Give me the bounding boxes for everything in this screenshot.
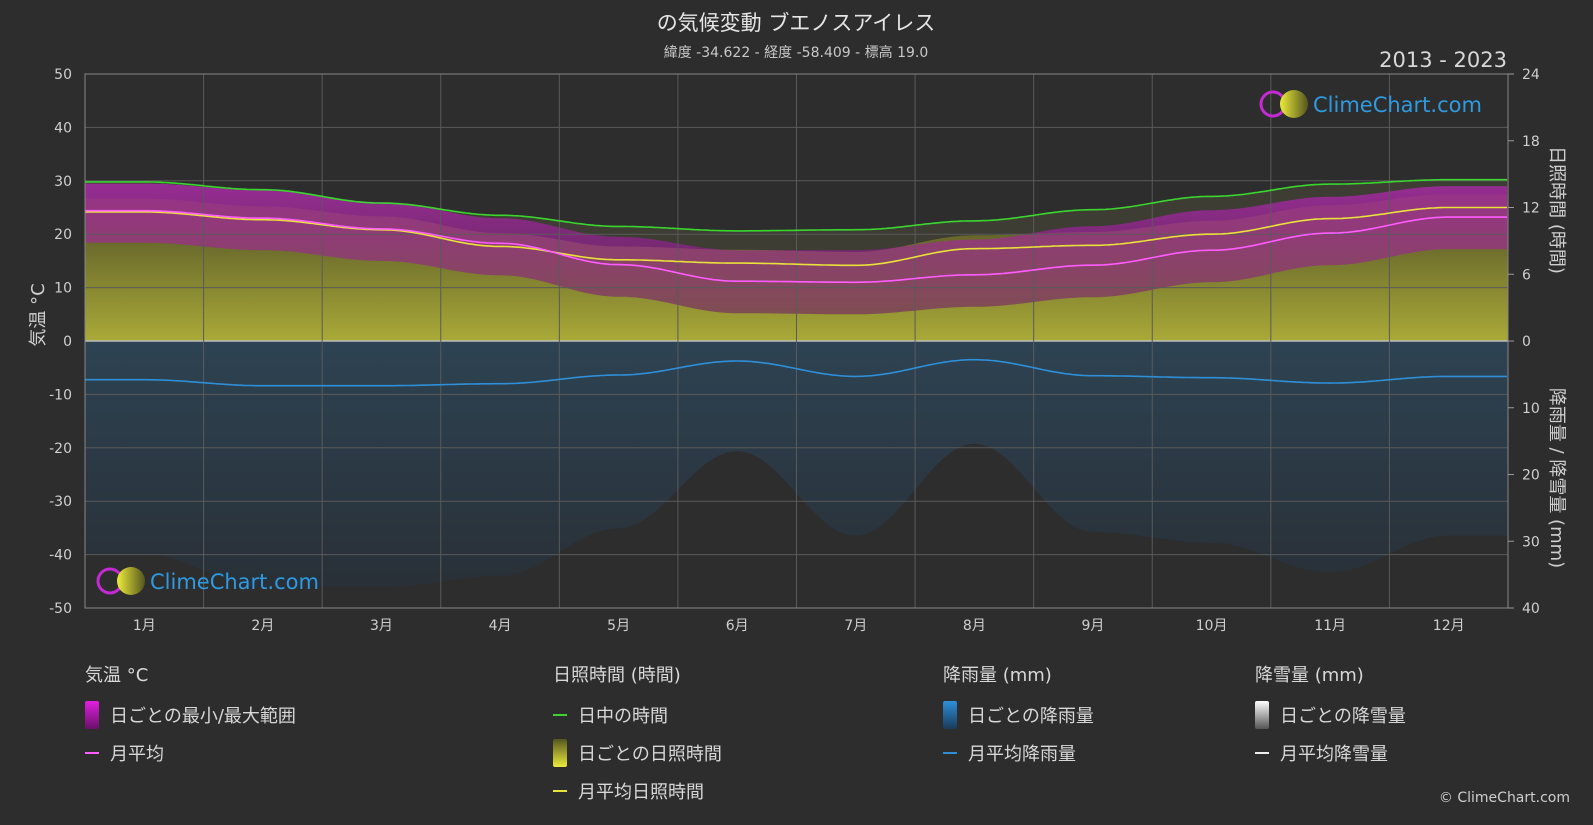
temp-tick-label: -30 [49,494,72,510]
period-label: 2013 - 2023 [1379,48,1507,72]
gridlines [84,73,1509,609]
temp-tick-label: -20 [49,441,72,457]
rain-tick-label: 20 [1522,468,1540,484]
legend-item: 月平均降雪量 [1255,744,1388,765]
sun-tick-label: 12 [1522,201,1540,217]
legend-swatch [1255,701,1269,729]
left-axis-label: 気温 °C [28,283,49,346]
legend-group-title: 降雪量 (mm) [1255,665,1364,686]
right-top-axis-label: 日照時間 (時間) [1546,146,1567,274]
month-tick-label: 7月 [844,618,867,634]
legend-item-label: 日中の時間 [578,706,668,727]
legend-group-title: 日照時間 (時間) [553,665,681,686]
month-tick-label: 10月 [1196,618,1228,634]
legend-item-label: 日ごとの降雪量 [1280,706,1406,727]
logo-text: ClimeChart.com [1313,93,1482,117]
temp-tick-label: 40 [54,120,72,136]
month-tick-label: 4月 [489,618,512,634]
axes: 50 40 30 20 10 0 -10 -20 -30 -40 -50 24 18 12 6 0 10 20 30… [49,67,1540,634]
temp-tick-label: 0 [63,334,72,350]
month-tick-label: 8月 [963,618,986,634]
legend-item-label: 月平均日照時間 [578,782,704,803]
temp-tick-label: -10 [49,387,72,403]
sun-tick-label: 24 [1522,67,1540,83]
chart-subtitle: 緯度 -34.622 - 経度 -58.409 - 標高 19.0 [664,44,929,61]
month-tick-label: 9月 [1081,618,1104,634]
legend-group-title: 気温 °C [85,665,148,686]
legend-group-title: 降雨量 (mm) [943,665,1052,686]
monthly-rain-line [85,358,1507,387]
legend-swatch [85,701,99,729]
legend-item: 月平均 [85,744,164,765]
temp-tick-label: 20 [54,227,72,243]
month-tick-label: 6月 [726,618,749,634]
legend-item: 日ごとの降雨量 [943,701,1094,729]
copyright: © ClimeChart.com [1439,790,1570,806]
chart-title: の気候変動 ブエノスアイレス [657,11,936,35]
series-lines [85,178,1507,387]
right-bottom-axis-label: 降雨量 / 降雪量 (mm) [1546,388,1567,568]
rain-tick-label: 40 [1522,601,1540,617]
rain-tick-label: 10 [1522,401,1540,417]
logo-bottom: ClimeChart.com [96,567,319,595]
legend-item: 日ごとの最小/最大範囲 [85,701,296,729]
legend-item: 月平均降雨量 [943,744,1076,765]
temp-tick-label: -40 [49,548,72,564]
logo-text: ClimeChart.com [150,570,319,594]
month-tick-label: 3月 [370,618,393,634]
monthly-temp-line [85,209,1507,284]
month-tick-label: 5月 [607,618,630,634]
temp-tick-label: 10 [54,281,72,297]
sun-tick-label: 6 [1522,267,1531,283]
legend-swatch [943,701,957,729]
month-tick-label: 11月 [1314,618,1346,634]
legend-item-label: 月平均降雪量 [1280,744,1388,765]
logo-top: ClimeChart.com [1259,90,1482,118]
month-tick-label: 2月 [251,618,274,634]
temp-tick-label: 30 [54,174,72,190]
sun-tick-label: 18 [1522,134,1540,150]
legend-item: 日ごとの日照時間 [553,739,722,767]
legend-item-label: 日ごとの日照時間 [578,744,722,765]
rain-tick-label: 30 [1522,534,1540,550]
monthly-sunshine-line [85,206,1507,267]
daylight-hours-line [85,178,1507,232]
legend-item-label: 日ごとの最小/最大範囲 [110,706,296,727]
legend-item-label: 月平均 [110,744,164,765]
sun-tick-label: 0 [1522,334,1531,350]
legend-item: 日ごとの降雪量 [1255,701,1406,729]
month-tick-label: 12月 [1433,618,1465,634]
temp-tick-label: 50 [54,67,72,83]
legend-item-label: 日ごとの降雨量 [968,706,1094,727]
legend-item: 日中の時間 [553,706,668,727]
legend-swatch [553,739,567,767]
temp-tick-label: -50 [49,601,72,617]
legend-item-label: 月平均降雨量 [968,744,1076,765]
legend-item: 月平均日照時間 [553,782,704,803]
logo-sun-icon [1280,90,1308,118]
month-tick-label: 1月 [133,618,156,634]
logo-sun-icon [117,567,145,595]
